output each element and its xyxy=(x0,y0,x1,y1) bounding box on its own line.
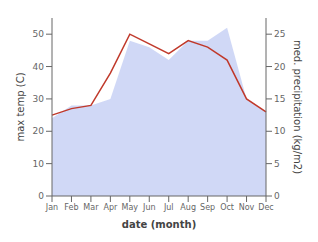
svg-text:25: 25 xyxy=(274,29,285,39)
svg-text:15: 15 xyxy=(274,94,285,104)
svg-text:Feb: Feb xyxy=(64,203,78,212)
svg-text:Jun: Jun xyxy=(142,203,156,212)
svg-text:Sep: Sep xyxy=(200,203,215,212)
svg-text:20: 20 xyxy=(33,126,45,136)
svg-text:Mar: Mar xyxy=(83,203,99,212)
svg-text:Oct: Oct xyxy=(220,203,234,212)
svg-text:date (month): date (month) xyxy=(122,219,196,230)
svg-text:Apr: Apr xyxy=(103,203,118,212)
svg-text:max temp (C): max temp (C) xyxy=(15,72,26,141)
svg-text:Jan: Jan xyxy=(45,203,58,212)
svg-text:20: 20 xyxy=(274,62,286,72)
svg-text:Dec: Dec xyxy=(258,203,273,212)
svg-text:May: May xyxy=(122,203,139,212)
svg-text:Nov: Nov xyxy=(239,203,255,212)
svg-text:40: 40 xyxy=(33,62,45,72)
svg-text:50: 50 xyxy=(33,29,45,39)
svg-text:10: 10 xyxy=(33,159,45,169)
svg-text:30: 30 xyxy=(33,94,45,104)
svg-text:0: 0 xyxy=(274,191,280,201)
svg-text:5: 5 xyxy=(274,159,280,169)
svg-text:Aug: Aug xyxy=(180,203,196,212)
svg-text:0: 0 xyxy=(38,191,44,201)
svg-text:10: 10 xyxy=(274,126,286,136)
svg-text:med. precipitation (kg/m2): med. precipitation (kg/m2) xyxy=(292,40,303,174)
svg-text:Jul: Jul xyxy=(163,203,174,212)
